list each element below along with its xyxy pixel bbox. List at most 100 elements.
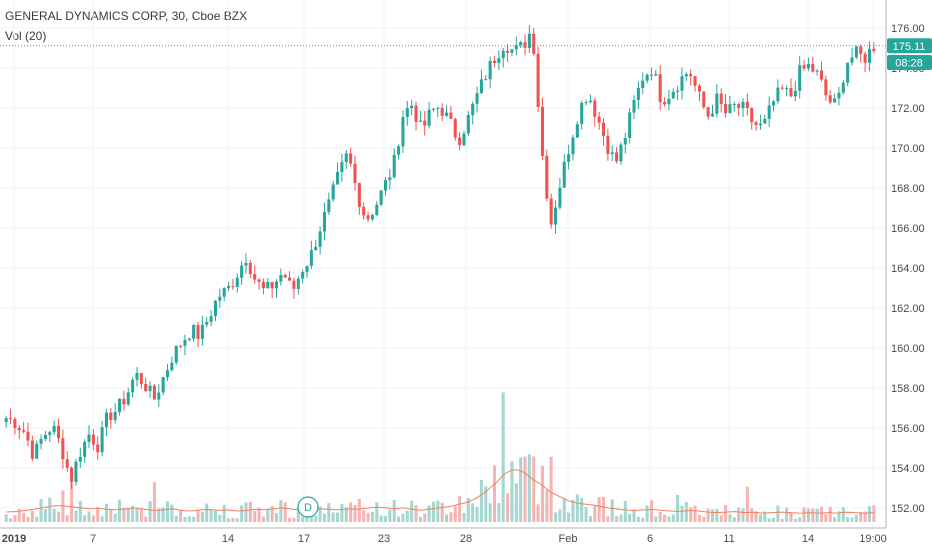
volume-bar [628,514,632,522]
volume-bar [270,505,274,522]
price-tick-label: 152.00 [891,503,925,515]
volume-bar [318,506,322,522]
candle-body [549,198,553,225]
volume-bar [506,493,510,522]
candle-body [122,398,126,405]
candle-body [261,281,265,289]
candle-body [506,50,510,53]
volume-bar [353,505,357,522]
chart-title: GENERAL DYNAMICS CORP, 30, Cboe BZX [5,9,248,23]
dividend-event-marker[interactable]: D [297,496,319,518]
candle-body [152,385,156,400]
volume-indicator-label[interactable]: Vol (20) [5,29,47,43]
volume-bar [593,505,597,522]
volume-bar [379,515,383,522]
volume-bar [588,516,592,522]
volume-bar [715,509,719,522]
volume-bar [575,494,579,522]
volume-bar [13,515,17,522]
volume-bar [724,504,728,522]
volume-bar [248,502,252,522]
price-tick-label: 154.00 [891,463,925,475]
volume-bar [179,509,183,522]
volume-bar [763,511,767,522]
candle-body [161,377,165,393]
volume-bar [649,500,653,522]
candle-body [641,80,645,88]
volume-bar [152,482,156,522]
candle-body [471,103,475,115]
volume-bar [436,500,440,522]
volume-bar [362,510,366,522]
candle-body [392,154,396,178]
candle-body [750,108,754,123]
candle-body [850,57,854,63]
volume-bar [445,514,449,522]
candle-body [240,265,244,278]
candle-body [684,74,688,77]
volume-bar [540,465,544,522]
candle-body [4,418,8,423]
candle-body [440,107,444,116]
volume-bar [423,513,427,522]
candle-body [615,152,619,162]
candle-body [593,100,597,117]
volume-bar [741,508,745,522]
volume-bar [135,507,139,522]
candle-body [436,107,440,109]
volume-bar [35,516,39,522]
candle-body [623,138,627,145]
volume-bar [806,508,810,522]
candle-body [22,430,26,432]
volume-bar [48,497,52,522]
volume-bar [815,508,819,522]
volume-bar [514,483,518,522]
dividend-marker-label: D [304,502,312,514]
candle-body [776,87,780,102]
time-tick-label: 2019 [2,533,26,545]
volume-bar [793,519,797,522]
candle-body [445,112,449,116]
candle-body [567,154,571,162]
volume-bar [750,508,754,522]
volume-bar [131,505,135,522]
volume-bar [558,509,562,522]
volume-bar [471,503,475,522]
candle-body [410,105,414,109]
volume-bar [479,479,483,522]
price-axis[interactable]: 176.00174.00172.00170.00168.00166.00164.… [891,23,925,515]
candle-body [872,48,876,52]
countdown-tag: 08:28 [887,55,932,70]
candle-body [135,372,139,380]
volume-bar [846,516,850,522]
candle-body [309,250,313,266]
candle-body [165,370,170,378]
volume-bar [213,510,217,522]
candle-body [379,190,383,205]
candle-body [257,279,261,282]
candle-body [279,274,283,282]
last-price-tag: 175.11 [887,38,932,54]
candle-body [628,112,632,139]
candle-body [854,46,858,58]
time-axis[interactable]: 2019 7 14 17 23 28 Feb 6 11 14 19:00 [2,533,887,545]
volume-bar [331,512,335,522]
volume-bar [283,502,287,522]
volume-bar [728,514,732,522]
candle-body [632,99,636,113]
volume-bar [684,502,688,522]
candle-body [645,74,649,81]
candle-body [575,124,579,138]
candle-body [100,427,104,453]
candle-body [196,325,200,339]
candle-body [793,90,797,97]
volume-bar [39,499,43,522]
volume-bar [697,514,701,522]
volume-bar [676,495,680,522]
candle-body [222,288,226,297]
candle-body [693,76,697,86]
volume-bar [689,507,693,522]
candle-body [772,101,776,106]
candle-body [671,91,675,99]
